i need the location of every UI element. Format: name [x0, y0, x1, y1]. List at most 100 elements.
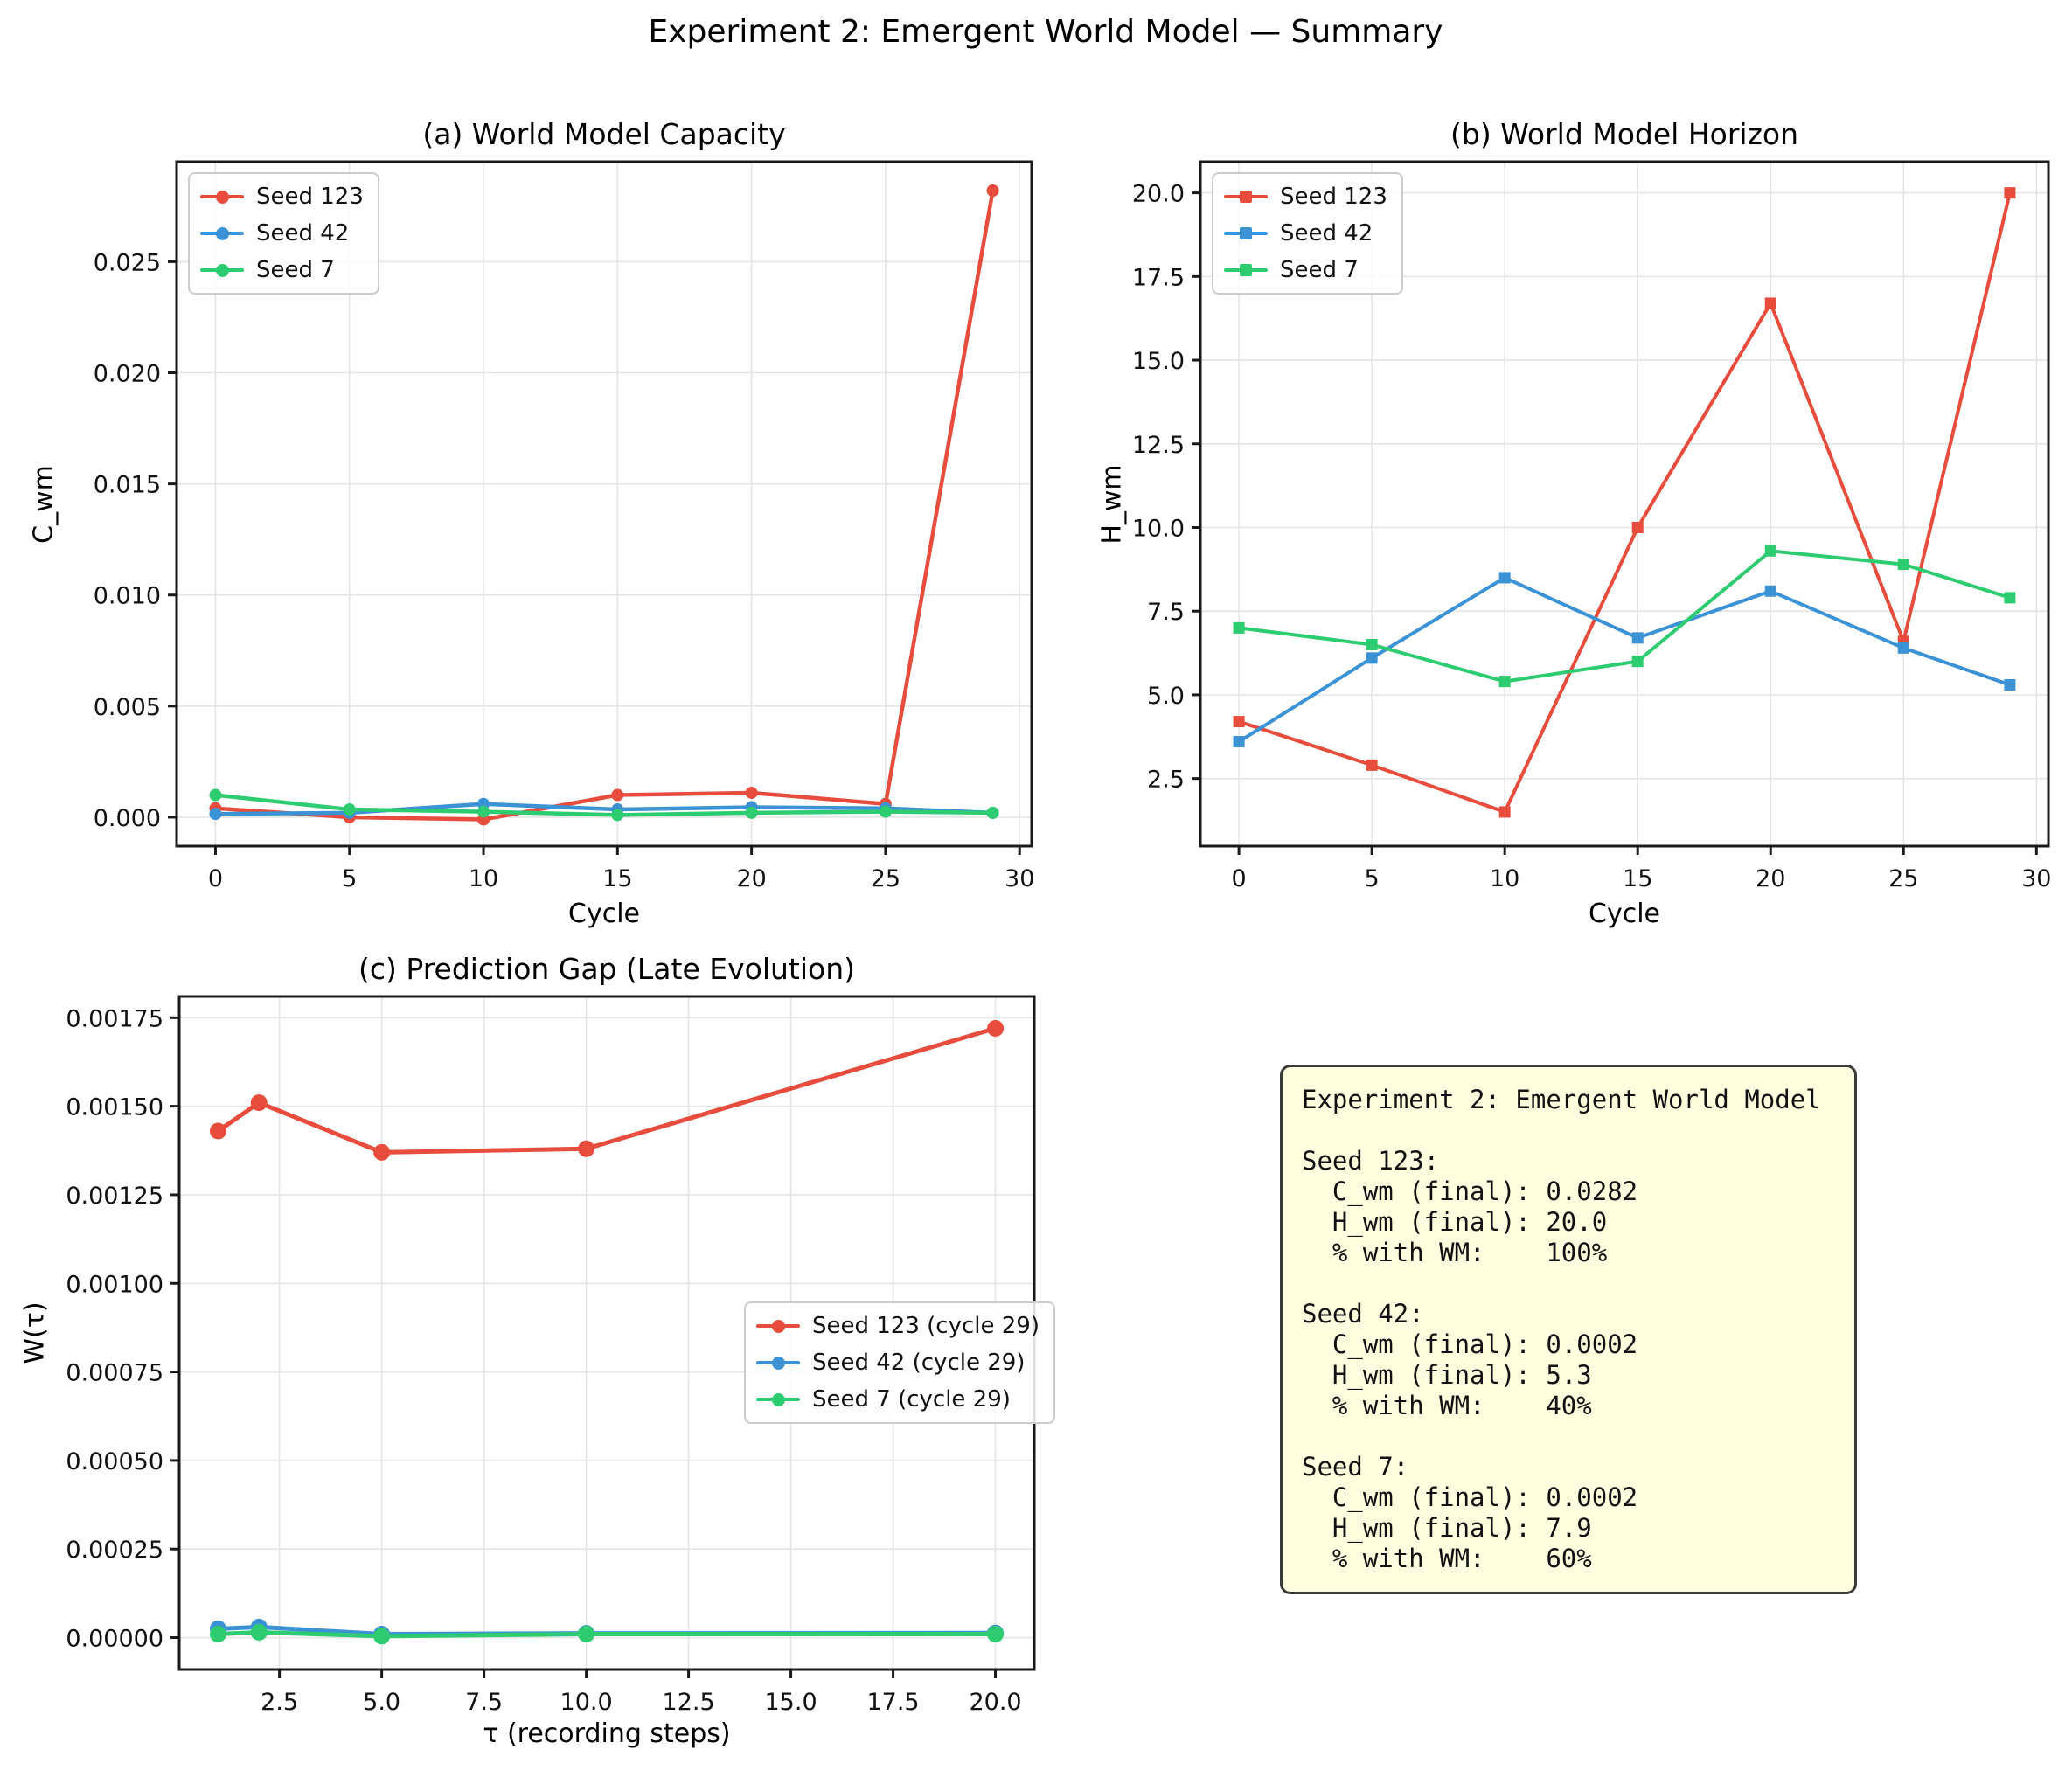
summary-line: Experiment 2: Emergent World Model: [1302, 1085, 1821, 1114]
legend-label: Seed 42: [1280, 220, 1373, 246]
legend-item-seed123: Seed 123: [1224, 181, 1387, 212]
svg-text:15.0: 15.0: [1132, 348, 1185, 375]
svg-text:0.00075: 0.00075: [66, 1360, 163, 1387]
svg-text:30: 30: [1005, 865, 1034, 892]
svg-text:5.0: 5.0: [363, 1689, 400, 1716]
summary-line: % with WM: 40%: [1302, 1391, 1592, 1420]
svg-text:0.010: 0.010: [94, 583, 161, 610]
svg-text:12.5: 12.5: [663, 1689, 715, 1716]
svg-text:17.5: 17.5: [1132, 264, 1185, 291]
summary-line: Seed 42:: [1302, 1299, 1424, 1329]
svg-text:0.00175: 0.00175: [66, 1005, 163, 1032]
summary-line: [1302, 1421, 1835, 1452]
svg-text:0.00025: 0.00025: [66, 1537, 163, 1564]
svg-text:0.025: 0.025: [94, 249, 161, 276]
chart-a-ylabel: C_wm: [28, 465, 59, 544]
svg-text:5: 5: [342, 865, 357, 892]
summary-line: [1302, 1115, 1835, 1146]
summary-line: C_wm (final): 0.0282: [1302, 1177, 1638, 1206]
svg-text:25: 25: [871, 865, 900, 892]
chart-c-legend: Seed 123 (cycle 29) Seed 42 (cycle 29) S…: [744, 1301, 1055, 1424]
summary-line: [1302, 1268, 1835, 1299]
legend-label: Seed 123: [1280, 184, 1387, 210]
line-circle-marker-swatch: [200, 218, 244, 249]
svg-text:20.0: 20.0: [969, 1689, 1021, 1716]
svg-text:15.0: 15.0: [765, 1689, 817, 1716]
summary-line: H_wm (final): 20.0: [1302, 1207, 1608, 1237]
svg-text:2.5: 2.5: [1147, 767, 1185, 794]
legend-label: Seed 42 (cycle 29): [812, 1350, 1026, 1376]
summary-line: % with WM: 60%: [1302, 1544, 1592, 1573]
svg-text:0.000: 0.000: [94, 805, 161, 832]
svg-text:0: 0: [208, 865, 223, 892]
svg-text:0.00000: 0.00000: [66, 1626, 163, 1653]
line-circle-marker-swatch: [756, 1310, 800, 1342]
line-circle-marker-swatch: [756, 1384, 800, 1415]
svg-text:7.5: 7.5: [1147, 599, 1185, 626]
line-square-marker-swatch: [1224, 181, 1268, 212]
svg-text:7.5: 7.5: [465, 1689, 503, 1716]
svg-text:30: 30: [2021, 865, 2051, 892]
line-circle-marker-swatch: [200, 254, 244, 286]
chart-c-title: (c) Prediction Gap (Late Evolution): [358, 952, 855, 986]
summary-line: C_wm (final): 0.0002: [1302, 1482, 1638, 1512]
svg-text:17.5: 17.5: [866, 1689, 919, 1716]
chart-a-legend: Seed 123 Seed 42 Seed 7: [188, 172, 379, 295]
chart-b-title: (b) World Model Horizon: [1450, 117, 1798, 151]
summary-line: Seed 7:: [1302, 1452, 1409, 1482]
figure-title: Experiment 2: Emergent World Model — Sum…: [648, 14, 1443, 50]
svg-text:0.00050: 0.00050: [66, 1448, 163, 1475]
legend-item-seed7: Seed 7: [1224, 254, 1387, 286]
svg-text:5.0: 5.0: [1147, 683, 1185, 710]
svg-text:0.015: 0.015: [94, 472, 161, 499]
chart-b-legend: Seed 123 Seed 42 Seed 7: [1212, 172, 1403, 295]
chart-a-title: (a) World Model Capacity: [422, 117, 786, 151]
legend-label: Seed 7: [1280, 257, 1359, 283]
legend-item-seed42: Seed 42: [1224, 218, 1387, 249]
svg-text:20: 20: [1756, 865, 1785, 892]
svg-text:25: 25: [1888, 865, 1918, 892]
line-square-marker-swatch: [1224, 218, 1268, 249]
legend-label: Seed 123: [256, 184, 364, 210]
line-circle-marker-swatch: [756, 1347, 800, 1378]
legend-item-seed42-cycle29: Seed 42 (cycle 29): [756, 1347, 1039, 1378]
svg-text:0.00100: 0.00100: [66, 1271, 163, 1298]
line-square-marker-swatch: [1224, 254, 1268, 286]
svg-text:15: 15: [602, 865, 632, 892]
legend-item-seed42: Seed 42: [200, 218, 364, 249]
legend-item-seed123: Seed 123: [200, 181, 364, 212]
svg-text:10.0: 10.0: [560, 1689, 613, 1716]
svg-text:0.020: 0.020: [94, 361, 161, 388]
summary-line: H_wm (final): 5.3: [1302, 1360, 1592, 1390]
svg-text:12.5: 12.5: [1132, 432, 1185, 459]
summary-line: % with WM: 100%: [1302, 1238, 1608, 1267]
chart-c-xlabel: τ (recording steps): [483, 1718, 731, 1749]
legend-item-seed7-cycle29: Seed 7 (cycle 29): [756, 1384, 1039, 1415]
chart-a-xlabel: Cycle: [568, 899, 640, 929]
legend-label: Seed 7: [256, 257, 335, 283]
svg-text:15: 15: [1623, 865, 1652, 892]
svg-text:20.0: 20.0: [1132, 181, 1185, 208]
svg-text:10: 10: [1490, 865, 1519, 892]
svg-text:0.00125: 0.00125: [66, 1183, 163, 1210]
svg-text:10: 10: [469, 865, 498, 892]
legend-label: Seed 7 (cycle 29): [812, 1386, 1011, 1413]
legend-item-seed123-cycle29: Seed 123 (cycle 29): [756, 1310, 1039, 1342]
summary-line: H_wm (final): 7.9: [1302, 1513, 1592, 1543]
legend-item-seed7: Seed 7: [200, 254, 364, 286]
summary-line: Seed 123:: [1302, 1146, 1440, 1176]
summary-line: C_wm (final): 0.0002: [1302, 1329, 1638, 1359]
summary-box: Experiment 2: Emergent World Model Seed …: [1280, 1065, 1857, 1594]
svg-text:0: 0: [1231, 865, 1246, 892]
chart-c-ylabel: W(τ): [19, 1301, 51, 1364]
line-circle-marker-swatch: [200, 181, 244, 212]
svg-text:0.005: 0.005: [94, 694, 161, 721]
chart-b-ylabel: H_wm: [1096, 464, 1128, 545]
svg-text:0.00150: 0.00150: [66, 1094, 163, 1121]
chart-b-xlabel: Cycle: [1589, 899, 1660, 929]
legend-label: Seed 123 (cycle 29): [812, 1313, 1039, 1339]
legend-label: Seed 42: [256, 220, 350, 246]
svg-text:20: 20: [736, 865, 766, 892]
